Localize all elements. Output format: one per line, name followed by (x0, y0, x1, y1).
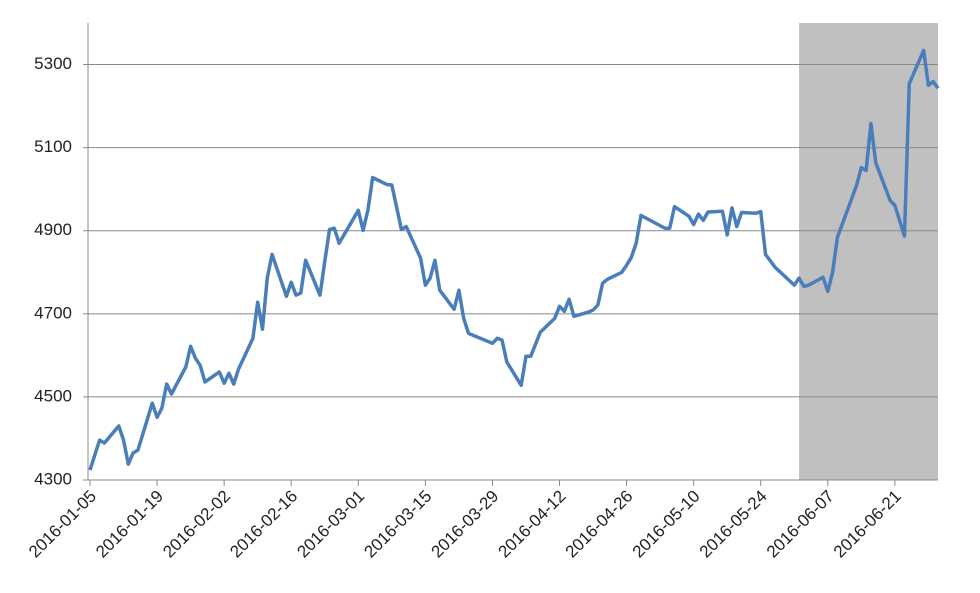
x-tick-label: 2016-03-01 (293, 487, 368, 562)
x-tick-label: 2016-04-12 (495, 487, 570, 562)
x-tick-label: 2016-05-10 (629, 487, 704, 562)
y-tick-label: 4300 (34, 469, 72, 488)
x-tick-label: 2016-03-15 (360, 487, 435, 562)
x-tick-label: 2016-02-02 (159, 487, 234, 562)
x-tick-label: 2016-06-21 (830, 487, 905, 562)
y-tick-label: 4900 (34, 220, 72, 239)
shaded-region (799, 23, 938, 480)
line (88, 48, 940, 471)
y-tick-label: 4500 (34, 386, 72, 405)
x-tick-label: 2016-05-24 (696, 487, 771, 562)
y-tick-label: 5100 (34, 137, 72, 156)
y-tick-label: 5300 (34, 54, 72, 73)
x-tick-label: 2016-03-29 (428, 487, 503, 562)
x-tick-label: 2016-01-19 (92, 487, 167, 562)
x-tick-label: 2016-06-07 (763, 487, 838, 562)
y-tick-label: 4700 (34, 303, 72, 322)
x-tick-label: 2016-02-16 (226, 487, 301, 562)
x-tick-label: 2016-04-26 (562, 487, 637, 562)
x-tick-label: 2016-01-05 (25, 487, 100, 562)
